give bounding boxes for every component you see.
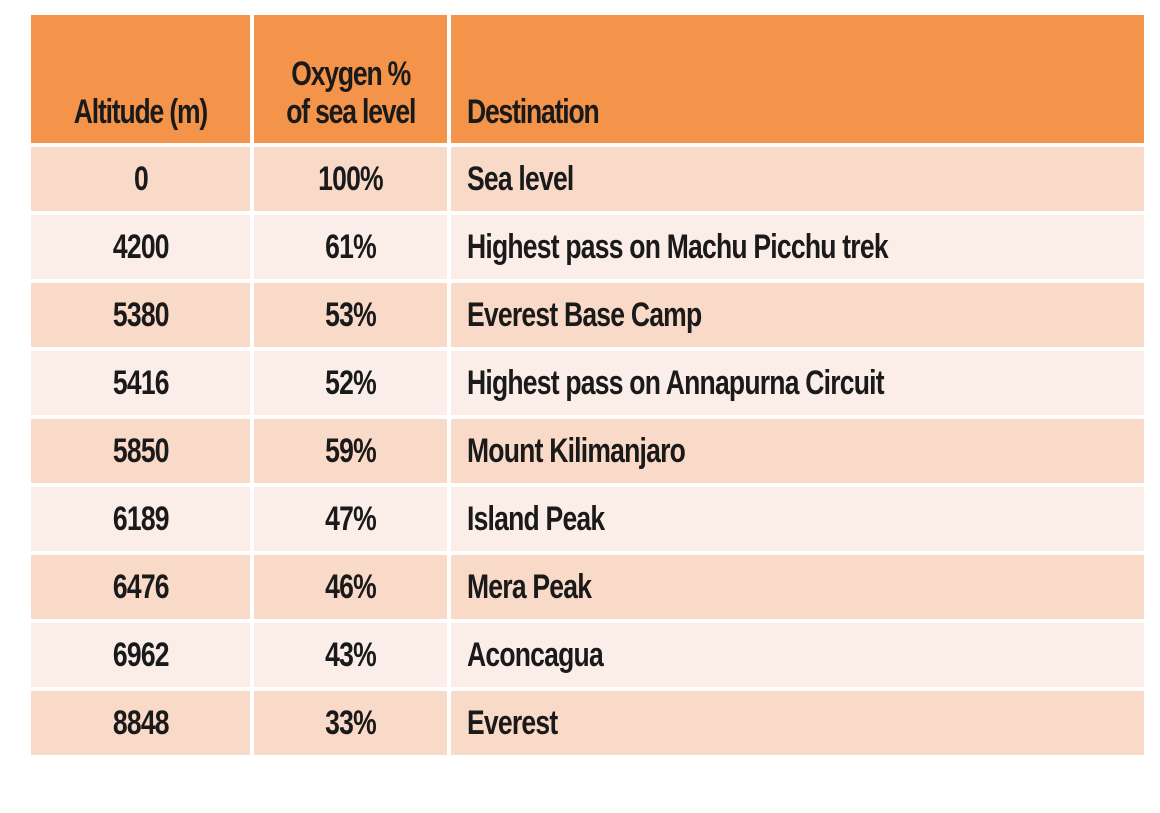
- table-row: 5380 53% Everest Base Camp: [31, 283, 1144, 347]
- table-row: 6476 46% Mera Peak: [31, 555, 1144, 619]
- cell-destination-text: Aconcagua: [467, 635, 604, 674]
- cell-destination: Mount Kilimanjaro: [451, 419, 1144, 483]
- cell-oxygen-text: 33%: [325, 703, 377, 742]
- cell-destination-text: Everest: [467, 703, 558, 742]
- cell-oxygen-text: 53%: [325, 295, 377, 334]
- cell-altitude-text: 6189: [112, 499, 170, 538]
- header-oxygen: Oxygen % of sea level: [254, 15, 447, 143]
- cell-destination: Everest: [451, 691, 1144, 755]
- cell-oxygen-text: 47%: [325, 499, 377, 538]
- cell-destination-text: Mera Peak: [467, 567, 592, 606]
- cell-oxygen: 53%: [254, 283, 447, 347]
- header-destination: Destination: [451, 15, 1144, 143]
- cell-destination-text: Highest pass on Machu Picchu trek: [467, 227, 889, 266]
- cell-altitude-text: 5416: [112, 363, 170, 402]
- cell-altitude-text: 4200: [112, 227, 170, 266]
- cell-oxygen: 47%: [254, 487, 447, 551]
- table-row: 5850 59% Mount Kilimanjaro: [31, 419, 1144, 483]
- cell-altitude: 6962: [31, 623, 250, 687]
- table-row: 6189 47% Island Peak: [31, 487, 1144, 551]
- cell-altitude: 4200: [31, 215, 250, 279]
- cell-altitude: 8848: [31, 691, 250, 755]
- cell-oxygen: 100%: [254, 147, 447, 211]
- cell-altitude-text: 6962: [112, 635, 170, 674]
- cell-altitude-text: 5380: [112, 295, 170, 334]
- cell-oxygen: 33%: [254, 691, 447, 755]
- cell-destination: Highest pass on Machu Picchu trek: [451, 215, 1144, 279]
- cell-altitude: 6476: [31, 555, 250, 619]
- cell-altitude-text: 5850: [112, 431, 170, 470]
- cell-altitude: 5380: [31, 283, 250, 347]
- altitude-oxygen-table: Altitude (m) Oxygen % of sea level Destin…: [27, 11, 1148, 759]
- cell-oxygen: 61%: [254, 215, 447, 279]
- cell-destination-text: Island Peak: [467, 499, 605, 538]
- table-row: 5416 52% Highest pass on Annapurna Circuit: [31, 351, 1144, 415]
- header-row: Altitude (m) Oxygen % of sea level Destin…: [31, 15, 1144, 143]
- cell-oxygen-text: 46%: [325, 567, 377, 606]
- cell-altitude: 5416: [31, 351, 250, 415]
- cell-destination-text: Mount Kilimanjaro: [467, 431, 686, 470]
- cell-altitude-text: 0: [133, 159, 149, 198]
- altitude-oxygen-table-wrap: Altitude (m) Oxygen % of sea level Destin…: [31, 15, 1144, 755]
- cell-destination: Everest Base Camp: [451, 283, 1144, 347]
- cell-destination: Sea level: [451, 147, 1144, 211]
- cell-destination: Aconcagua: [451, 623, 1144, 687]
- cell-oxygen-text: 100%: [318, 159, 383, 198]
- cell-destination-text: Sea level: [467, 159, 574, 198]
- cell-oxygen-text: 43%: [325, 635, 377, 674]
- header-altitude: Altitude (m): [31, 15, 250, 143]
- cell-oxygen: 59%: [254, 419, 447, 483]
- cell-oxygen: 52%: [254, 351, 447, 415]
- cell-destination: Mera Peak: [451, 555, 1144, 619]
- header-oxygen-line2: of sea level: [286, 92, 416, 131]
- cell-altitude: 6189: [31, 487, 250, 551]
- cell-oxygen-text: 59%: [325, 431, 377, 470]
- cell-altitude-text: 6476: [112, 567, 170, 606]
- cell-destination: Highest pass on Annapurna Circuit: [451, 351, 1144, 415]
- cell-oxygen: 46%: [254, 555, 447, 619]
- cell-altitude: 0: [31, 147, 250, 211]
- table-row: 4200 61% Highest pass on Machu Picchu trek: [31, 215, 1144, 279]
- table-row: 6962 43% Aconcagua: [31, 623, 1144, 687]
- cell-destination: Island Peak: [451, 487, 1144, 551]
- table-row: 8848 33% Everest: [31, 691, 1144, 755]
- cell-altitude: 5850: [31, 419, 250, 483]
- cell-altitude-text: 8848: [112, 703, 170, 742]
- table-body: 0 100% Sea level 4200 61% Highest pass on Mac…: [31, 147, 1144, 755]
- cell-destination-text: Highest pass on Annapurna Circuit: [467, 363, 885, 402]
- cell-oxygen-text: 61%: [325, 227, 377, 266]
- cell-oxygen-text: 52%: [325, 363, 377, 402]
- table-row: 0 100% Sea level: [31, 147, 1144, 211]
- header-oxygen-line1: Oxygen %: [291, 54, 411, 93]
- cell-oxygen: 43%: [254, 623, 447, 687]
- cell-destination-text: Everest Base Camp: [467, 295, 702, 334]
